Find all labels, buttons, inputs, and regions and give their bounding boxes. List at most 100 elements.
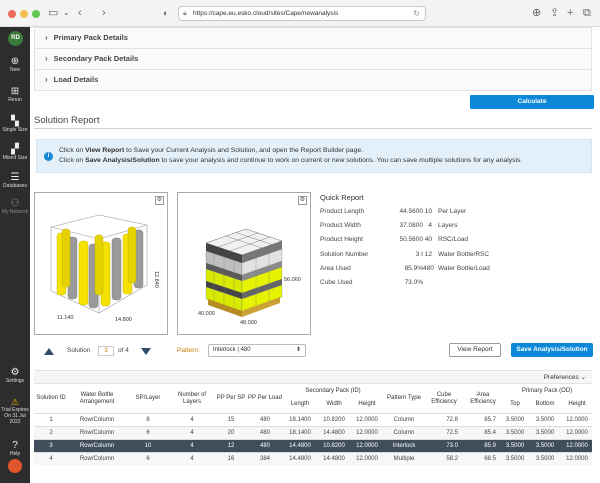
accordion-primary-pack[interactable]: › Primary Pack Details <box>34 27 592 49</box>
trial-notice: ⚠ Trial Expires On 31 Jul 2022 <box>0 397 30 425</box>
gear-icon[interactable]: ⚙ <box>155 196 164 205</box>
cell: 16 <box>214 451 248 465</box>
sidebar-item-settings[interactable]: ⚙ Settings <box>0 367 30 384</box>
next-solution-button[interactable] <box>141 348 151 355</box>
col-header[interactable]: SP/Layer <box>126 385 170 413</box>
pallet-illustration: 56.060 40.000 48.000 <box>198 228 301 326</box>
trial-line-3: 2022 <box>9 419 21 425</box>
cell: 85.4 <box>464 425 502 439</box>
table-row[interactable]: 2 Row/Column 6 4 20 480 18.1400 14.4800 12.0000 C… <box>34 425 592 439</box>
sidebar-item-databases[interactable]: ☰ Databases <box>0 172 30 189</box>
cell: 72.8 <box>424 412 464 426</box>
col-header[interactable]: Area Efficiency <box>464 385 502 413</box>
chevron-down-icon[interactable]: ⌄ <box>63 8 70 17</box>
col-header[interactable]: Cube Efficiency <box>424 385 464 413</box>
cell: 3.5000 <box>528 451 562 465</box>
zoom-window-button[interactable] <box>32 10 40 18</box>
case-illustration: 12.840 11.140 14.800 <box>50 214 159 323</box>
cell: 3.5000 <box>502 438 528 452</box>
qr-key: Solution Number <box>320 251 369 258</box>
col-header[interactable]: Pattern Type <box>384 385 424 413</box>
info-text: Click on <box>59 157 86 164</box>
qr-count-label: Water Bottle/RSC <box>438 251 490 258</box>
qr-value: 73.0% <box>404 279 423 286</box>
solution-number-input[interactable]: 3 <box>98 346 114 356</box>
cell: 58.2 <box>424 451 464 465</box>
calculate-button[interactable]: Calculate <box>470 95 594 109</box>
col-header[interactable]: Width <box>318 397 350 413</box>
cell: 12 <box>214 438 248 452</box>
network-icon: ⚇ <box>10 198 20 209</box>
gear-icon[interactable]: ⚙ <box>298 196 307 205</box>
minimize-window-button[interactable] <box>20 10 28 18</box>
qr-value: 50.5600 <box>399 236 424 243</box>
share-icon[interactable]: ⇪ <box>550 7 560 19</box>
plus-circle-icon: ⊕ <box>10 56 20 67</box>
cell: 10.8200 <box>318 412 350 426</box>
sidebar-item-single-size[interactable]: ▚ Single Size <box>0 116 30 133</box>
save-analysis-button[interactable]: Save Analysis/Solution <box>511 343 593 357</box>
feedback-icon[interactable] <box>8 459 22 473</box>
address-bar[interactable]: 🔒︎ https://cape.eu.esko.cloud/sites/Cape… <box>178 6 426 21</box>
cell: Row/Column <box>68 451 126 465</box>
pallet-3d-view[interactable]: ⚙ 56.060 40.000 <box>177 192 311 335</box>
cell: 12.0000 <box>350 451 384 465</box>
cell: 10 <box>126 438 170 452</box>
info-icon: i <box>44 152 53 161</box>
close-window-button[interactable] <box>8 10 16 18</box>
table-row[interactable]: 1 Row/Column 8 4 15 480 18.1400 10.8200 12.0000 C… <box>34 412 592 426</box>
sidebar-item-my-network[interactable]: ⚇ My Network <box>0 198 30 215</box>
back-icon[interactable]: ‹ <box>78 7 82 19</box>
col-header[interactable]: PP Per Load <box>248 385 282 413</box>
col-header[interactable]: Water Bottle Arrangement <box>68 385 126 413</box>
col-header[interactable]: Solution ID <box>34 385 68 413</box>
case-width-label: 11.140 <box>57 315 73 321</box>
sidebar-toggle-icon[interactable]: ▭ <box>48 7 59 19</box>
tab-overview-icon[interactable]: ⧉ <box>583 7 591 19</box>
qr-count: 480 <box>423 265 434 272</box>
cell: Multiple <box>384 451 424 465</box>
cell: 6 <box>126 451 170 465</box>
case-3d-view[interactable]: ⚙ 12.840 11.140 14.800 <box>34 192 168 335</box>
table-row[interactable]: 4 Row/Column 6 4 16 384 14.4800 14.4800 12.0000 M… <box>34 451 592 465</box>
cell: Row/Column <box>68 438 126 452</box>
sidebar-item-label: Rerun <box>8 97 22 103</box>
cell: 14.4800 <box>282 438 318 452</box>
previous-solution-button[interactable] <box>44 348 54 355</box>
lock-icon: 🔒︎ <box>183 10 187 17</box>
col-header[interactable]: Number of Layers <box>170 385 214 413</box>
table-row-selected[interactable]: 3 Row/Column 10 4 12 480 14.4800 10.8200 12.0000… <box>34 438 592 452</box>
cell: 12.0000 <box>350 412 384 426</box>
col-header[interactable]: Height <box>350 397 384 413</box>
download-icon[interactable]: ⊕ <box>532 7 542 19</box>
accordion-secondary-pack[interactable]: › Secondary Pack Details <box>34 48 592 70</box>
qr-key: Product Height <box>320 236 363 243</box>
pattern-select[interactable]: Interlock | 480 ⬍ <box>208 344 306 357</box>
sidebar-item-new[interactable]: ⊕ New <box>0 56 30 73</box>
reload-icon[interactable]: ↻ <box>413 9 420 18</box>
sidebar-item-rerun[interactable]: ⊞ Rerun <box>0 86 30 103</box>
accordion-load-details[interactable]: › Load Details <box>34 69 592 91</box>
avatar[interactable]: RD <box>8 31 23 46</box>
browser-toolbar: ▭ ⌄ ‹ › ◐ 🔒︎ https://cape.eu.esko.cloud/… <box>0 0 600 27</box>
new-tab-icon[interactable]: + <box>567 7 574 19</box>
sidebar-item-mixed-size[interactable]: ▞ Mixed Size <box>0 144 30 161</box>
sidebar-item-help[interactable]: ? Help <box>0 440 30 457</box>
cell: 4 <box>170 438 214 452</box>
col-header[interactable]: Bottom <box>528 397 562 413</box>
view-report-button[interactable]: View Report <box>449 343 501 357</box>
cell: 12.0000 <box>562 451 592 465</box>
gear-icon: ⚙ <box>10 367 20 378</box>
col-header[interactable]: PP Per SP <box>214 385 248 413</box>
col-header[interactable]: Height <box>562 397 592 413</box>
col-header[interactable]: Length <box>282 397 318 413</box>
database-icon: ☰ <box>10 172 20 183</box>
url-text: https://cape.eu.esko.cloud/sites/Cape/ne… <box>193 10 339 17</box>
cell: 14.4800 <box>282 451 318 465</box>
shield-icon[interactable]: ◐ <box>163 8 169 18</box>
forward-icon[interactable]: › <box>102 7 106 19</box>
qr-count-label: Per Layer <box>438 208 467 215</box>
col-header[interactable]: Top <box>502 397 528 413</box>
cell: 72.5 <box>424 425 464 439</box>
preferences-button[interactable]: Preferences ⌄ <box>544 371 586 384</box>
